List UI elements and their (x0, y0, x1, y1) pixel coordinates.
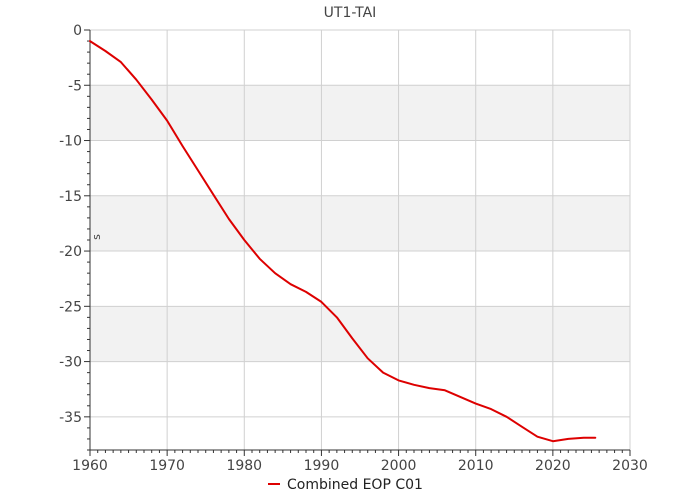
x-tick-label: 2020 (535, 458, 571, 474)
series-group (89, 40, 597, 443)
plot-band (90, 306, 630, 362)
x-tick-label: 2010 (458, 458, 494, 474)
y-tick-label: -35 (59, 410, 82, 426)
x-tick-label: 2030 (612, 458, 648, 474)
plot-bands (90, 85, 630, 362)
y-tick-label: -10 (59, 134, 82, 150)
x-tick-label: 2000 (381, 458, 417, 474)
x-tick-label: 1980 (226, 458, 262, 474)
plot-band (90, 85, 630, 141)
y-tick-label: -15 (59, 189, 82, 205)
legend[interactable]: Combined EOP C01 (268, 477, 423, 493)
y-tick-label: -30 (59, 355, 82, 371)
y-tick-label: -20 (59, 244, 82, 260)
chart-title: UT1-TAI (324, 5, 377, 21)
x-tick-label: 1960 (72, 458, 108, 474)
x-tick-label: 1990 (304, 458, 340, 474)
y-tick-label: 0 (73, 23, 82, 39)
series-line (89, 40, 597, 443)
y-tick-label: -25 (59, 299, 82, 315)
x-tick-label: 1970 (149, 458, 185, 474)
y-axis-unit-label: s (90, 234, 103, 240)
y-tick-label: -5 (68, 78, 82, 94)
legend-label[interactable]: Combined EOP C01 (287, 477, 423, 493)
plot-band (90, 195, 630, 252)
axes: 0 -5 -10 -15 -20 -25 -30 -35 1960 1970 1980 1990 200… (59, 23, 648, 474)
